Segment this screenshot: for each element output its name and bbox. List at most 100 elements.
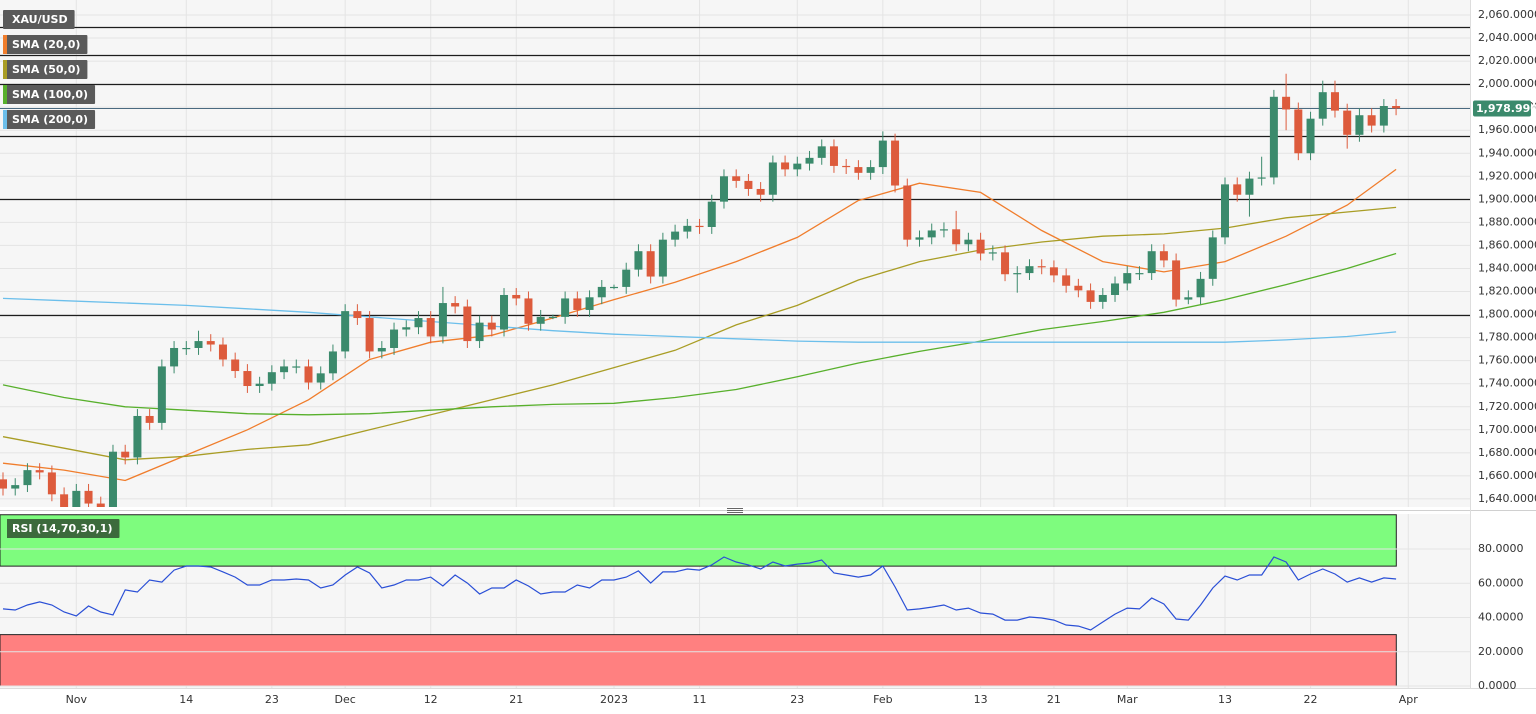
candle-body bbox=[854, 167, 863, 173]
candle-body bbox=[597, 286, 606, 298]
candle-body bbox=[1392, 106, 1401, 109]
candle-body bbox=[1343, 110, 1352, 135]
candle-body bbox=[1037, 266, 1046, 268]
sma-line bbox=[2, 297, 1397, 343]
candle-body bbox=[108, 451, 117, 507]
y-tick-label: 1,960.0000 bbox=[1478, 123, 1536, 136]
y-tick-label: 0.0000 bbox=[1478, 679, 1517, 692]
candle-body bbox=[561, 298, 570, 317]
candle-body bbox=[1013, 273, 1022, 275]
candle-body bbox=[927, 230, 936, 238]
x-tick-label: 12 bbox=[424, 693, 438, 706]
candle-body bbox=[658, 239, 667, 277]
candle-body bbox=[328, 351, 337, 374]
candle-body bbox=[1245, 178, 1254, 195]
candle-body bbox=[218, 344, 227, 360]
x-tick-label: 23 bbox=[790, 693, 804, 706]
candle-body bbox=[1306, 118, 1315, 154]
legend-swatch bbox=[3, 35, 7, 54]
candle-body bbox=[255, 383, 264, 387]
candle-body bbox=[1098, 294, 1107, 302]
candle-body bbox=[487, 322, 496, 330]
y-tick-label: 1,660.0000 bbox=[1478, 469, 1536, 482]
candle-body bbox=[231, 359, 240, 372]
candle-body bbox=[671, 231, 680, 240]
y-tick-label: 1,760.0000 bbox=[1478, 354, 1536, 367]
candle-body bbox=[1062, 275, 1071, 286]
legend-label: SMA (200,0) bbox=[12, 113, 88, 126]
y-tick-label: 60.0000 bbox=[1478, 576, 1524, 589]
candle-body bbox=[35, 470, 44, 473]
x-tick-label: Feb bbox=[873, 693, 892, 706]
candle-body bbox=[60, 494, 69, 507]
x-tick-label: 2023 bbox=[600, 693, 628, 706]
rsi-plot bbox=[0, 514, 1470, 688]
candle-body bbox=[781, 162, 790, 170]
candle-body bbox=[610, 286, 618, 289]
legend-box bbox=[3, 35, 88, 54]
candle-body bbox=[878, 140, 887, 168]
y-tick-label: 1,820.0000 bbox=[1478, 285, 1536, 298]
candle-body bbox=[72, 490, 81, 507]
candle-body bbox=[267, 372, 276, 384]
overlay-layer: Nov 14 23 Dec 12 21 2023 11 23 Feb 13 21 Mar 13 22 Apr 1… bbox=[3, 8, 1536, 706]
candle-body bbox=[683, 225, 692, 232]
y-tick-label: 2,020.0000 bbox=[1478, 54, 1536, 67]
candle-body bbox=[536, 316, 545, 324]
legend-swatch bbox=[3, 85, 7, 104]
x-tick-label: 22 bbox=[1304, 693, 1318, 706]
legend-box bbox=[3, 85, 96, 104]
candle-body bbox=[390, 329, 399, 348]
candle-body bbox=[1001, 252, 1010, 275]
candle-body bbox=[170, 347, 179, 367]
candle-body bbox=[1025, 266, 1034, 274]
candle-body bbox=[952, 229, 961, 245]
candle-body bbox=[438, 303, 447, 337]
candle-body bbox=[243, 371, 252, 387]
y-tick-label: 40.0000 bbox=[1478, 611, 1524, 624]
divider-handle[interactable] bbox=[727, 508, 743, 513]
x-tick-label: 21 bbox=[509, 693, 523, 706]
candle-body bbox=[1221, 184, 1229, 238]
candle-body bbox=[512, 294, 521, 299]
candle-body bbox=[622, 269, 631, 287]
candle-body bbox=[121, 451, 130, 458]
last-price-label: 1,978.9900 bbox=[1476, 102, 1536, 115]
x-tick-label: Nov bbox=[66, 693, 88, 706]
candle-body bbox=[500, 294, 509, 330]
candle-body bbox=[695, 225, 704, 228]
candle-body bbox=[414, 318, 423, 328]
candle-body bbox=[1172, 260, 1181, 300]
y-tick-label: 1,700.0000 bbox=[1478, 423, 1536, 436]
candle-body bbox=[1074, 285, 1083, 291]
legend-entry: SMA (50,0) bbox=[3, 60, 88, 79]
y-tick-label: 80.0000 bbox=[1478, 542, 1524, 555]
candle-body bbox=[1282, 96, 1291, 110]
candle-body bbox=[84, 490, 93, 504]
candle-body bbox=[1184, 297, 1193, 300]
candle-body bbox=[719, 176, 728, 202]
candle-body bbox=[585, 297, 594, 310]
candle-body bbox=[145, 415, 154, 423]
candle-body bbox=[353, 311, 362, 319]
candle-body bbox=[280, 366, 289, 373]
candle-body bbox=[939, 229, 948, 231]
rsi-zone bbox=[0, 634, 1397, 687]
candle-body bbox=[1294, 109, 1303, 154]
candle-body bbox=[1379, 106, 1388, 126]
rsi-line bbox=[2, 556, 1397, 631]
candle-body bbox=[915, 237, 924, 240]
rsi-legend: RSI (14,70,30,1) bbox=[3, 519, 120, 538]
candle-body bbox=[1367, 115, 1376, 126]
candle-body bbox=[316, 373, 325, 383]
candle-body bbox=[1208, 237, 1217, 279]
candle-body bbox=[891, 140, 900, 186]
candle-body bbox=[1318, 92, 1327, 119]
candle-body bbox=[573, 298, 582, 310]
candle-body bbox=[377, 347, 386, 352]
candle-body bbox=[1086, 290, 1095, 302]
candle-body bbox=[744, 180, 753, 189]
candle-body bbox=[548, 316, 557, 319]
candle-body bbox=[805, 157, 814, 164]
